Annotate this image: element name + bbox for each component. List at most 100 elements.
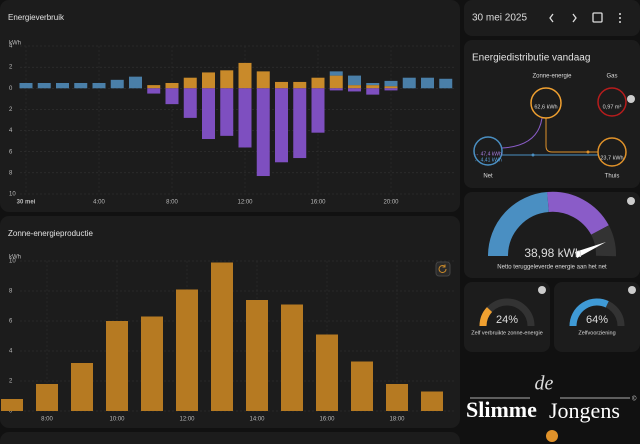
node (597, 137, 627, 167)
bar (56, 83, 69, 89)
reset-button[interactable] (435, 261, 451, 277)
bar (421, 77, 434, 89)
bar (293, 81, 307, 89)
next-button[interactable] (572, 13, 577, 23)
card-title: Energiedistributie vandaag (472, 53, 590, 64)
button[interactable] (435, 261, 451, 277)
x-tick-label: 16:00 (310, 200, 326, 206)
x-tick-label: 12:00 (179, 417, 195, 423)
flow-line (545, 118, 598, 153)
x-tick-label: 12:00 (237, 200, 253, 206)
node-label: Gas (606, 74, 617, 80)
info-icon (627, 197, 635, 205)
info-icon (538, 286, 546, 294)
bar (421, 391, 443, 411)
card (464, 0, 640, 36)
card (554, 282, 640, 352)
bar (256, 71, 270, 89)
gauge-caption: Zelf verbruikte zonne-energie (471, 330, 543, 336)
y-tick-label: 4 (9, 44, 13, 50)
x-tick-label: 30 mei (17, 200, 36, 206)
node (530, 87, 562, 119)
bar (329, 88, 343, 91)
bar (348, 85, 361, 89)
gauge-arc (547, 191, 609, 236)
date: 30 mei 2025 (472, 13, 527, 24)
bar (275, 88, 288, 163)
prev-button[interactable] (549, 13, 554, 23)
bar (238, 62, 252, 89)
bar (329, 71, 343, 76)
bar (165, 88, 179, 105)
bar (238, 88, 252, 148)
menu-button[interactable] (619, 13, 621, 23)
bar (202, 88, 215, 140)
icon (546, 430, 558, 442)
node-value: 0,97 m³ (603, 104, 622, 110)
bar (74, 83, 88, 89)
card-title: Energieverbruik (8, 13, 65, 22)
node-value: 23,7 kWh (600, 155, 623, 161)
gauge-value: 64% (586, 314, 608, 326)
flow-dot (586, 150, 590, 154)
node-label: Zonne-energie (532, 74, 572, 80)
bar (366, 88, 380, 95)
bar (36, 384, 58, 411)
bar (366, 83, 380, 86)
bar (311, 77, 325, 89)
gauge-caption: Zelfvoorziening (578, 330, 615, 336)
bar (147, 88, 161, 94)
gauge-arc (479, 307, 493, 327)
x-tick-label: 4:00 (93, 200, 105, 206)
y-tick-label: 0 (9, 409, 13, 415)
axis-label: kWh (9, 41, 21, 47)
bar (220, 88, 234, 136)
bar (176, 289, 198, 411)
y-tick-label: 10 (9, 259, 16, 265)
bar (293, 88, 307, 159)
calendar-button[interactable] (592, 12, 603, 23)
bar (141, 316, 163, 411)
info-icon (627, 95, 635, 103)
bar (92, 83, 106, 89)
bar (366, 85, 380, 89)
bar (71, 363, 93, 411)
x-tick-label: 18:00 (389, 417, 405, 423)
bar (256, 88, 270, 177)
y-tick-label: 8 (9, 289, 13, 295)
logo-text: Jongens (549, 398, 620, 423)
bar (402, 77, 416, 89)
node-value: → 47,4 kWh (474, 151, 502, 157)
bar (246, 300, 268, 411)
node-label: Net (483, 174, 493, 180)
x-tick-label: 8:00 (41, 417, 53, 423)
bar (351, 361, 373, 411)
bar (110, 79, 124, 89)
bar (348, 75, 361, 86)
node-value: ← 4,41 kWh (474, 157, 502, 163)
bar (202, 72, 215, 89)
bar (220, 70, 234, 89)
y-tick-label: 4 (9, 349, 13, 355)
y-tick-label: 10 (9, 192, 16, 198)
gauge-arc (487, 192, 550, 257)
bar (147, 85, 161, 89)
icon (438, 264, 447, 274)
bar (183, 88, 197, 118)
bar (439, 78, 453, 89)
logo-mark: © (632, 396, 637, 403)
bar (281, 304, 303, 411)
bar (386, 384, 408, 411)
bar (129, 76, 142, 89)
flow-dot (531, 153, 535, 157)
bar (106, 321, 128, 411)
bar (316, 334, 338, 411)
bar (19, 83, 33, 89)
bar (348, 88, 361, 92)
bar (329, 75, 343, 89)
x-tick-label: 20:00 (383, 200, 399, 206)
bar (165, 83, 179, 89)
gauge-value: 24% (496, 314, 518, 326)
card (464, 282, 550, 352)
logo-text: Slimme (466, 397, 537, 422)
